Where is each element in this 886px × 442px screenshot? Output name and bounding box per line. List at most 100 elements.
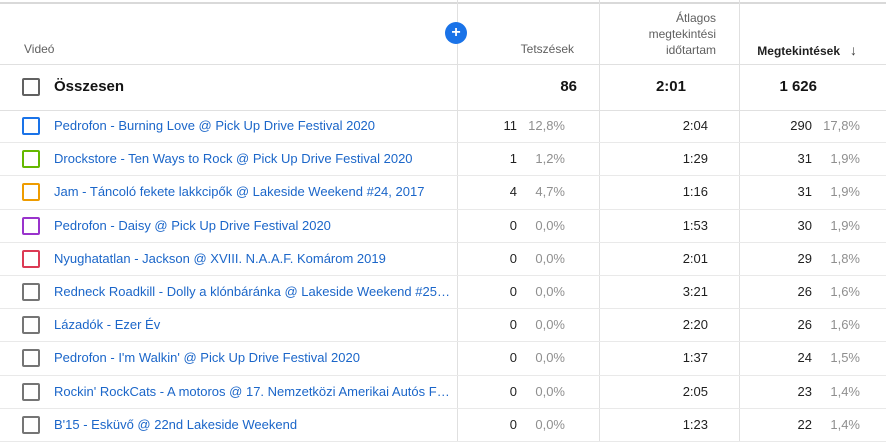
row-checkbox[interactable] <box>22 316 40 335</box>
likes-percent: 0,0% <box>535 383 565 399</box>
avg-duration-value: 1:29 <box>682 151 708 167</box>
avg-duration-line1: Átlagos <box>675 11 716 25</box>
views-percent: 1,4% <box>830 383 860 399</box>
row-checkbox[interactable] <box>22 349 40 368</box>
views-percent: 1,9% <box>830 217 860 233</box>
likes-percent: 0,0% <box>535 350 565 366</box>
column-divider <box>599 0 600 442</box>
avg-duration-value: 1:23 <box>682 416 708 432</box>
views-percent: 1,4% <box>830 416 860 432</box>
row-checkbox[interactable] <box>22 282 40 301</box>
video-title-link[interactable]: Jam - Táncoló fekete lakkcipők @ Lakesid… <box>54 184 425 200</box>
likes-value: 0 <box>509 250 517 266</box>
video-title-link[interactable]: B'15 - Esküvő @ 22nd Lakeside Weekend <box>54 416 298 432</box>
column-header-views[interactable]: Megtekintések ↓ <box>757 42 857 58</box>
totals-label: Összesen <box>54 78 125 95</box>
totals-row: Összesen 86 2:01 1 626 <box>0 64 886 110</box>
row-checkbox[interactable] <box>22 117 40 135</box>
views-value: 26 <box>797 317 812 333</box>
likes-value: 0 <box>509 283 517 299</box>
table-row[interactable]: Pedrofon - Burning Love @ Pick Up Drive … <box>0 110 886 144</box>
table-row[interactable]: Pedrofon - Daisy @ Pick Up Drive Festiva… <box>0 210 886 243</box>
views-percent: 1,9% <box>830 184 860 200</box>
views-value: 24 <box>797 350 812 366</box>
column-header-video: Videó <box>24 42 55 56</box>
totals-avg-duration: 2:01 <box>655 78 686 95</box>
views-value: 290 <box>790 118 812 133</box>
video-rows: Pedrofon - Burning Love @ Pick Up Drive … <box>0 110 886 442</box>
likes-value: 0 <box>509 350 517 366</box>
likes-percent: 0,0% <box>535 416 565 432</box>
table-row[interactable]: Jam - Táncoló fekete lakkcipők @ Lakesid… <box>0 176 886 210</box>
likes-percent: 0,0% <box>535 250 565 266</box>
avg-duration-value: 2:04 <box>682 118 708 133</box>
likes-value: 0 <box>509 317 517 333</box>
likes-percent: 1,2% <box>535 151 565 167</box>
views-value: 26 <box>797 283 812 299</box>
likes-percent: 0,0% <box>535 283 565 299</box>
video-title-link[interactable]: Pedrofon - Daisy @ Pick Up Drive Festiva… <box>54 217 331 233</box>
video-title-link[interactable]: Redneck Roadkill - Dolly a klónbáránka @… <box>54 283 452 299</box>
table-header-row: Videó + Tetszések Átlagos megtekintési i… <box>0 0 886 64</box>
views-value: 22 <box>797 416 812 432</box>
header-bottom-border <box>0 64 886 65</box>
likes-percent: 12,8% <box>528 118 565 133</box>
sort-descending-icon: ↓ <box>850 42 857 58</box>
table-row[interactable]: Drockstore - Ten Ways to Rock @ Pick Up … <box>0 143 886 177</box>
video-title-link[interactable]: Nyughatatlan - Jackson @ XVIII. N.A.A.F.… <box>54 250 386 266</box>
avg-duration-value: 1:37 <box>682 350 708 366</box>
likes-value: 0 <box>509 383 517 399</box>
column-header-likes[interactable]: Tetszések <box>520 42 574 56</box>
select-all-checkbox[interactable] <box>22 78 40 96</box>
likes-value: 4 <box>509 184 517 200</box>
row-checkbox[interactable] <box>22 150 40 169</box>
avg-duration-value: 2:20 <box>682 317 708 333</box>
views-percent: 17,8% <box>823 118 860 133</box>
video-title-link[interactable]: Lázadók - Ezer Év <box>54 317 161 333</box>
totals-likes: 86 <box>560 78 577 95</box>
avg-duration-line3: időtartam <box>665 43 716 57</box>
row-checkbox[interactable] <box>22 382 40 401</box>
column-divider <box>739 0 740 442</box>
views-value: 30 <box>797 217 812 233</box>
views-percent: 1,9% <box>830 151 860 167</box>
table-row[interactable]: Lázadók - Ezer Év 0 0,0% 2:20 26 1,6% <box>0 309 886 343</box>
likes-value: 0 <box>509 217 517 233</box>
likes-percent: 0,0% <box>535 217 565 233</box>
avg-duration-value: 1:16 <box>682 184 708 200</box>
row-checkbox[interactable] <box>22 183 40 202</box>
video-title-link[interactable]: Drockstore - Ten Ways to Rock @ Pick Up … <box>54 151 413 167</box>
views-percent: 1,5% <box>830 350 860 366</box>
views-value: 29 <box>797 250 812 266</box>
likes-value: 11 <box>503 118 518 133</box>
views-percent: 1,6% <box>830 317 860 333</box>
table-top-border <box>0 2 886 4</box>
likes-percent: 0,0% <box>535 317 565 333</box>
column-header-avg-view-duration[interactable]: Átlagos megtekintési időtartam <box>649 10 716 58</box>
avg-duration-value: 2:05 <box>682 383 708 399</box>
video-title-link[interactable]: Rockin' RockCats - A motoros @ 17. Nemze… <box>54 383 452 399</box>
video-title-link[interactable]: Pedrofon - I'm Walkin' @ Pick Up Drive F… <box>54 350 360 366</box>
table-row[interactable]: Rockin' RockCats - A motoros @ 17. Nemze… <box>0 376 886 409</box>
plus-icon: + <box>451 24 461 41</box>
add-metric-button[interactable]: + <box>445 22 467 44</box>
views-value: 23 <box>797 383 812 399</box>
row-checkbox[interactable] <box>22 249 40 268</box>
column-divider <box>457 0 458 442</box>
avg-duration-value: 2:01 <box>682 250 708 266</box>
table-row[interactable]: Redneck Roadkill - Dolly a klónbáránka @… <box>0 276 886 310</box>
avg-duration-value: 3:21 <box>682 283 708 299</box>
row-checkbox[interactable] <box>22 415 40 434</box>
totals-bottom-border <box>0 110 886 111</box>
views-value: 31 <box>797 184 812 200</box>
table-row[interactable]: Pedrofon - I'm Walkin' @ Pick Up Drive F… <box>0 342 886 376</box>
table-row[interactable]: B'15 - Esküvő @ 22nd Lakeside Weekend 0 … <box>0 409 886 442</box>
likes-value: 0 <box>509 416 517 432</box>
views-percent: 1,8% <box>830 250 860 266</box>
likes-percent: 4,7% <box>535 184 565 200</box>
video-title-link[interactable]: Pedrofon - Burning Love @ Pick Up Drive … <box>54 118 376 133</box>
avg-duration-line2: megtekintési <box>648 27 716 41</box>
table-row[interactable]: Nyughatatlan - Jackson @ XVIII. N.A.A.F.… <box>0 243 886 276</box>
row-checkbox[interactable] <box>22 216 40 235</box>
